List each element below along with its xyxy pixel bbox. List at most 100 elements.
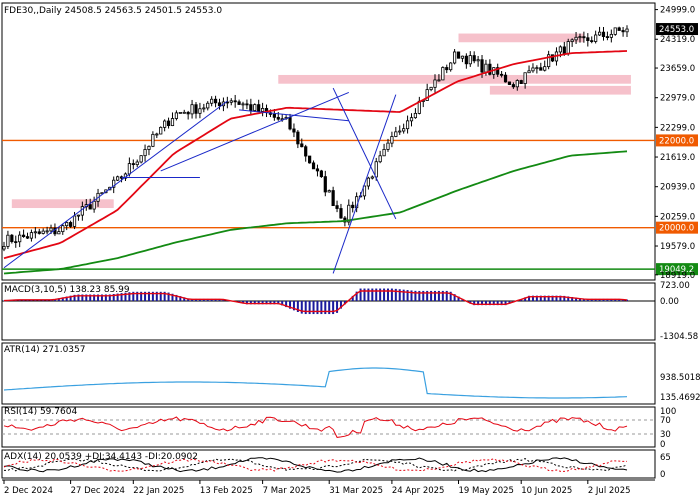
candle-body (292, 128, 296, 133)
macd-bar (477, 301, 480, 306)
macd-bar (155, 291, 158, 301)
resistance-zone (278, 74, 631, 84)
macd-bar (93, 294, 96, 301)
macd-bar (147, 291, 150, 301)
macd-signal-line (3, 290, 628, 313)
candle-body (402, 128, 406, 132)
candle-body (296, 131, 300, 145)
macd-bar (473, 301, 476, 306)
candle-body (578, 36, 582, 39)
macd-bar (159, 291, 162, 301)
macd-bar (551, 295, 554, 301)
macd-bar (437, 290, 440, 301)
macd-bar (547, 295, 550, 301)
candle-body (69, 222, 73, 227)
trend-line (3, 100, 228, 269)
candle-body (370, 176, 374, 179)
price-panel: 22000.0 20000.0 19049.2 24999.0 24319.0 23659… (1, 2, 698, 281)
candle-body (233, 100, 237, 103)
macd-bar (457, 296, 460, 301)
macd-bar (167, 292, 170, 301)
macd-bar (187, 298, 190, 301)
candle-body (147, 145, 151, 150)
candle-body (535, 67, 539, 70)
candle-body (484, 63, 488, 73)
macd-bar (100, 294, 103, 301)
candle-body (605, 36, 610, 38)
macd-bar (144, 291, 147, 301)
macd-bar (277, 301, 280, 305)
candle-body (143, 149, 147, 157)
candle-body (18, 234, 22, 243)
candle-body (245, 103, 249, 106)
candle-body (378, 155, 382, 163)
moving-average-long (3, 150, 628, 275)
macd-bar (249, 301, 252, 305)
atr-tick-label: 938.5018 (660, 373, 700, 383)
rsi-tick-label: 70 (660, 416, 671, 426)
candle-body (25, 236, 30, 239)
candle-body (437, 79, 441, 82)
macd-tick-label: 723.00 (660, 281, 690, 291)
candle-body (241, 103, 245, 106)
macd-bar (269, 301, 272, 305)
candle-body (49, 227, 53, 232)
x-tick-label: 31 Mar 2025 (329, 486, 383, 496)
macd-bar (398, 289, 401, 301)
candle-body (374, 161, 378, 178)
macd-panel: 723.00 0.00 -1304.58 (1, 281, 698, 342)
macd-bar (69, 295, 72, 301)
macd-bar (383, 288, 386, 301)
macd-bar (124, 292, 127, 301)
trend-line (332, 94, 397, 274)
candle-body (300, 143, 304, 148)
candle-body (617, 27, 621, 31)
candle-body (570, 39, 574, 42)
macd-bar (285, 301, 288, 308)
x-tick-label: 27 Dec 2024 (71, 486, 125, 496)
candle-body (445, 67, 449, 71)
rsi-title: RSI(14) 59.7604 (4, 407, 77, 417)
y-tick-label: 19579.0 (660, 242, 695, 252)
candle-body (519, 80, 523, 84)
macd-bar (375, 288, 378, 301)
candle-body (323, 176, 327, 193)
candle-body (331, 190, 335, 207)
macd-bar (488, 301, 491, 306)
y-tick-label: 20259.0 (660, 212, 695, 222)
macd-bar (132, 291, 135, 301)
candle-body (288, 117, 292, 130)
x-tick-label: 7 Mar 2025 (263, 486, 311, 496)
candle-body (425, 89, 429, 101)
macd-bar (324, 301, 327, 315)
trend-line (160, 91, 349, 172)
macd-bar (418, 290, 421, 301)
candle-body (186, 111, 190, 115)
macd-bar (422, 290, 425, 301)
candle-body (366, 177, 370, 187)
candle-body (347, 204, 351, 223)
price-level-tag (656, 134, 698, 147)
time-axis: 2 Dec 2024 27 Dec 2024 22 Jan 2025 13 Feb 2… (2, 479, 655, 496)
macd-bar (253, 301, 256, 305)
candle-body (327, 190, 331, 193)
candle-body (166, 120, 171, 127)
candle-body (558, 46, 562, 53)
candle-body (574, 36, 578, 41)
macd-bar (504, 301, 507, 306)
macd-bar (312, 301, 315, 315)
candle-body (198, 108, 202, 114)
price-level-label: 19049.2 (659, 265, 694, 275)
macd-bar (171, 293, 174, 301)
candle-body (398, 130, 402, 133)
candle-body (88, 204, 92, 210)
candle-body (163, 120, 167, 128)
price-level-label: 20000.0 (659, 224, 694, 234)
candle-body (319, 170, 323, 178)
candle-body (116, 176, 120, 181)
macd-bar (371, 288, 374, 301)
candle-body (488, 63, 492, 75)
candle-body (170, 118, 175, 127)
candle-body (194, 104, 198, 114)
